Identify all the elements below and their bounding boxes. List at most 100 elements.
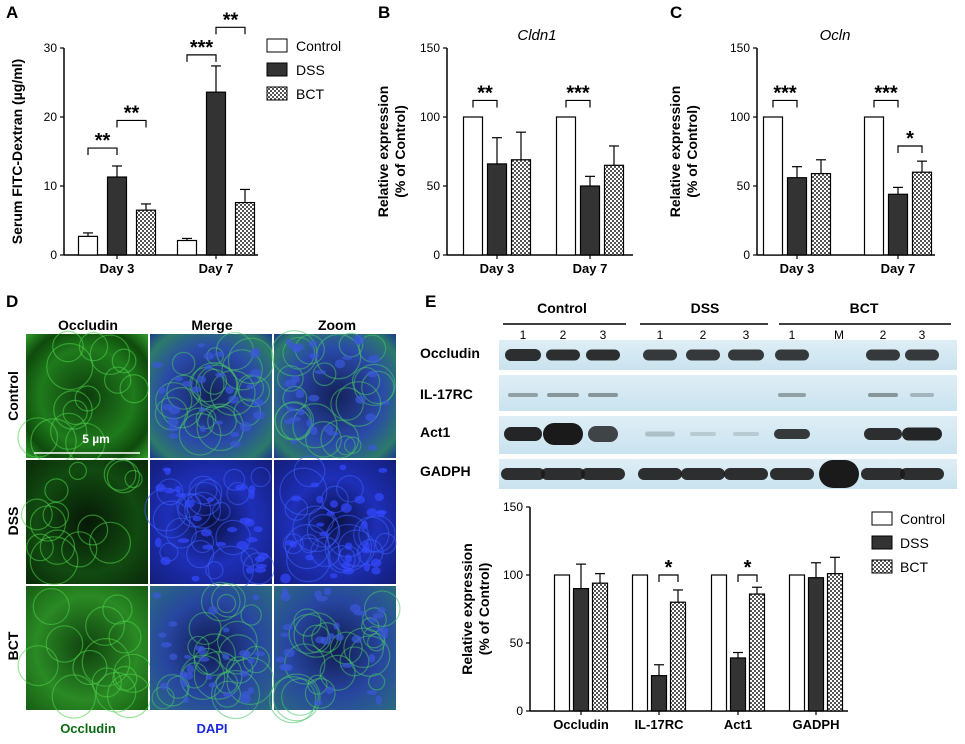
panel-e-letter: E [425,292,436,311]
nucleus [202,544,214,550]
panel-d-letter: D [6,292,18,311]
nucleus [319,532,330,537]
nucleus [155,483,166,492]
legend-label-control: Control [296,38,341,54]
bar-control [762,116,784,256]
significance-bracket [116,119,147,128]
bar-control [788,574,806,712]
panel-c: C Ocln 0 50 100 150 Relative expression(% of… [667,3,935,276]
micrograph-background [26,334,148,458]
cell-outline [368,673,386,691]
scale-bar-label: 5 µm [82,432,110,446]
cell-outline [216,593,237,614]
band-act1 [543,423,583,445]
cell-outline [374,532,397,555]
blot-group-control: Control [537,300,587,316]
bar-bct [603,164,625,256]
nucleus [377,510,386,517]
nucleus [314,590,322,599]
x-tick-label: Act1 [724,717,752,732]
nucleus [200,528,212,537]
cell-outline [171,351,196,376]
cell-outline [293,455,326,488]
cell-outline [194,478,223,507]
cell-outline [46,343,94,391]
cell-outline [223,468,246,491]
legend-a: Control DSS BCT [266,38,341,102]
nucleus [158,386,166,394]
nucleus [222,627,230,633]
nucleus [275,656,286,663]
nucleus [308,340,318,348]
row-label-control: Control [5,371,21,421]
row-label-bct: BCT [5,631,21,660]
nucleus [363,561,371,572]
band-occludin [905,349,939,361]
cell-outline [236,374,265,402]
micrograph-bct-zoom [269,586,401,724]
cell-outline [367,632,386,652]
nucleus [175,493,187,498]
nucleus [323,587,332,596]
nucleus [329,573,338,579]
nucleus [197,375,207,384]
bar-bct [591,582,609,712]
nucleus [306,418,313,428]
cell-outline [89,334,131,376]
nucleus [291,375,300,383]
lane-numbers: 1 2 3 1 2 3 1 M 2 3 [520,328,926,342]
nucleus [228,395,239,404]
band-gadph [638,468,682,480]
cell-outline [188,611,222,646]
cell-outline [178,412,222,456]
cell-outline [188,475,218,505]
legend-e-swatch-bct [871,559,893,574]
band-occludin [686,349,720,361]
nucleus [161,641,172,648]
cell-outline [280,678,319,716]
cell-outline [319,654,356,691]
significance-bracket [87,147,118,156]
nucleus [229,440,241,448]
nucleus [203,352,215,360]
micrograph-control-merge [150,331,275,458]
nucleus [158,632,167,638]
x-tick-label: Day 3 [780,261,815,276]
nucleus [381,630,388,639]
panel-e: E Control DSS BCT 1 2 3 1 2 3 1 M 2 3 Occludin IL… [420,292,957,732]
micrograph-control-zoom [271,330,396,459]
bar-dss [786,177,808,256]
cell-outline [108,620,142,654]
nucleus [382,400,390,405]
significance-label: *** [566,82,590,104]
blot-group-bct: BCT [850,300,879,316]
y-axis-label: Serum FITC-Dextran (µg/ml) [9,59,25,244]
significance-bracket [565,99,591,108]
band-act1 [645,431,675,437]
cell-outline [152,500,191,539]
nucleus [181,380,193,388]
nucleus [342,355,353,360]
nucleus [246,566,254,574]
cell-outline [286,537,331,583]
y-tick-label: 150 [730,41,750,55]
bar-control [176,239,198,256]
y-tick-label: 50 [427,179,441,193]
nucleus [378,467,388,473]
y-axis-label: Relative expression(% of Control) [459,543,492,675]
significance-label: ** [477,82,493,104]
nucleus [168,621,178,627]
cell-outline [293,608,322,637]
nucleus [377,606,386,614]
band-gadph [819,460,859,488]
nucleus [223,692,233,698]
nucleus [222,652,230,660]
band-gadph [770,468,814,480]
cell-outline [362,607,387,632]
bar-dss [807,577,825,712]
footer-occludin: Occludin [60,721,116,736]
panel-a-letter: A [6,3,18,22]
band-il17rc [508,393,538,397]
nucleus [239,517,252,524]
nucleus [168,424,179,432]
